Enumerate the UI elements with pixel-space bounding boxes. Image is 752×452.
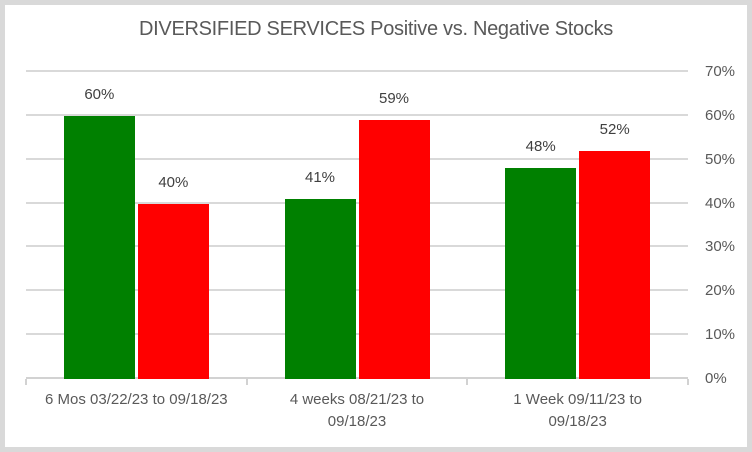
gridline: [26, 157, 688, 160]
y-axis-tick-label: 30%: [705, 238, 736, 256]
data-label-positive-0: 60%: [84, 85, 115, 103]
plot-area: 60% 41% 48% 40% 59% 52%: [25, 70, 689, 385]
y-axis-tick-label: 60%: [705, 106, 736, 124]
gridline: [26, 245, 688, 248]
gridline: [26, 70, 688, 72]
x-axis-category-label-2: 1 Week 09/11/23 to 09/18/23: [513, 391, 642, 430]
bar-positive-1: [284, 199, 356, 379]
y-axis-tick-label: 70%: [705, 63, 736, 80]
gridline: [26, 333, 688, 336]
gridline: [26, 289, 688, 292]
x-axis-tick: [466, 379, 468, 385]
data-label-positive-2: 48%: [525, 138, 556, 156]
data-label-positive-1: 41%: [304, 169, 336, 187]
bar-positive-0: [63, 115, 135, 379]
x-axis-line: [26, 377, 688, 379]
x-axis-category-label-1: 4 weeks 08/21/23 to 09/18/23: [289, 391, 425, 430]
bar-positive-2: [505, 168, 577, 379]
data-label-negative-0: 40%: [158, 173, 189, 191]
gridline: [26, 201, 688, 204]
x-axis-category-label-0: 6 Mos 03/22/23 to 09/18/23: [45, 391, 228, 408]
gridline: [26, 113, 688, 116]
chart-title: DIVERSIFIED SERVICES Positive vs. Negati…: [139, 18, 613, 40]
data-label-negative-2: 52%: [599, 120, 630, 138]
bar-negative-0: [137, 203, 209, 379]
y-axis-tick-label: 0%: [705, 370, 727, 387]
y-axis-tick-label: 50%: [705, 150, 736, 168]
x-axis-tick: [246, 379, 248, 385]
data-label-negative-1: 59%: [378, 90, 410, 108]
bar-negative-1: [358, 120, 430, 379]
y-axis-tick-label: 40%: [705, 194, 736, 212]
y-axis-tick-label: 10%: [705, 326, 736, 344]
x-axis-tick: [687, 379, 689, 385]
y-axis-tick-label: 20%: [705, 282, 736, 300]
x-axis-tick: [25, 379, 27, 385]
bar-negative-2: [579, 150, 651, 379]
